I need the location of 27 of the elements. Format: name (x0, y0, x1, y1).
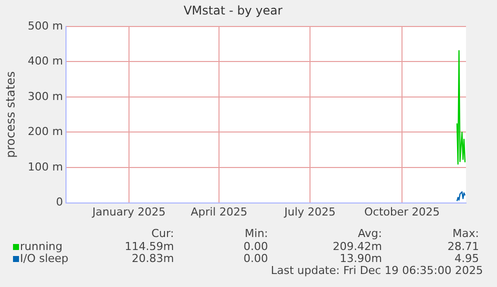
text: 209.42m (332, 240, 382, 253)
text: 13.90m (340, 252, 382, 265)
x-tick-label: January 2025 (91, 205, 166, 218)
y-tick-label: 500 m (28, 19, 63, 32)
text: Last update: Fri Dec 19 06:35:00 2025 (270, 264, 483, 277)
text: Avg: (358, 227, 382, 240)
text: 4.95 (454, 252, 479, 265)
legend-label: I/O sleep (19, 252, 68, 265)
x-tick-label: April 2025 (190, 205, 248, 218)
text: 0.00 (244, 252, 268, 265)
y-axis-title: process states (3, 71, 18, 158)
chart-title: VMstat - by year (184, 3, 282, 18)
text: 20.83m (132, 252, 174, 265)
y-tick-label: 400 m (28, 54, 63, 68)
y-tick-label: 100 m (28, 160, 63, 174)
text: 0.00 (244, 240, 268, 253)
text: Max: (452, 227, 479, 240)
text: Min: (244, 227, 268, 240)
x-tick-label: July 2025 (283, 205, 336, 218)
y-tick-label: 300 m (28, 90, 63, 103)
y-tick-label: 200 m (28, 125, 63, 138)
text: 28.71 (448, 240, 479, 253)
legend-label: running (19, 240, 62, 253)
text: 114.59m (124, 240, 174, 253)
y-tick-label: 0 (56, 196, 63, 209)
text: Cur: (151, 227, 174, 240)
x-tick-label: October 2025 (364, 205, 440, 218)
